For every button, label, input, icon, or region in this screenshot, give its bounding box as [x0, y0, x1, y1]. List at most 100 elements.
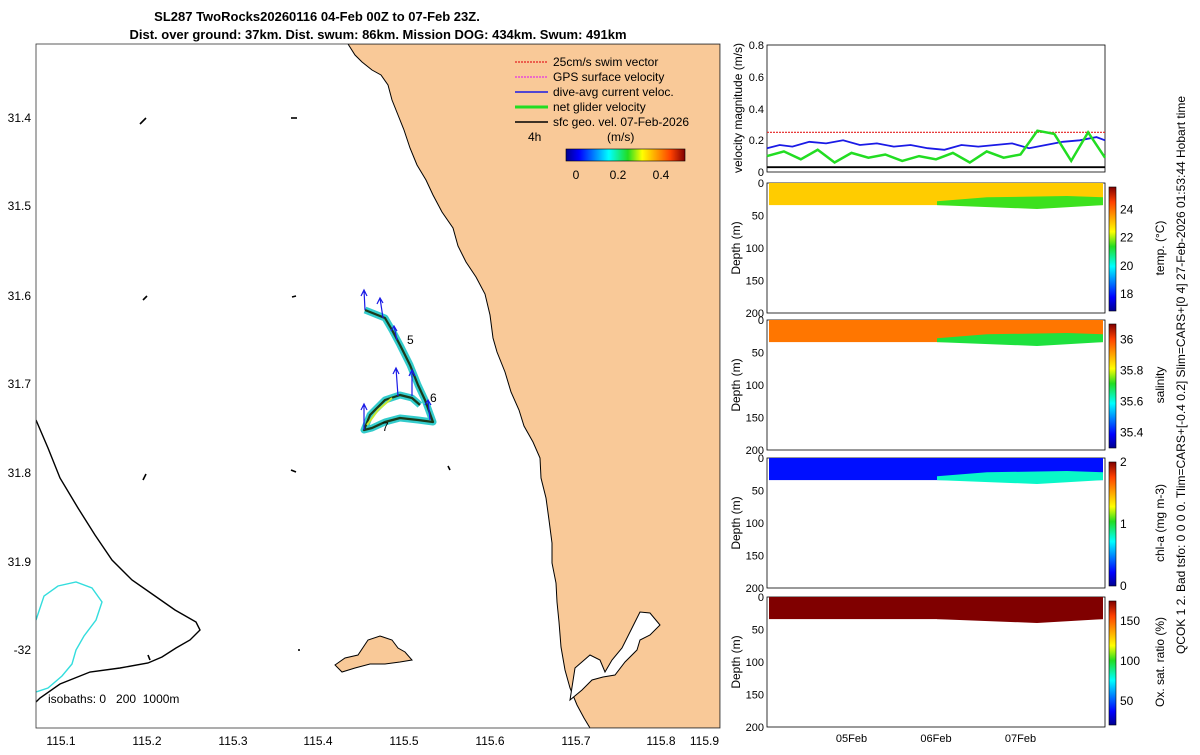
y-tick: 31.9: [8, 555, 32, 569]
x-tick: 115.9: [690, 734, 719, 748]
track-line: [362, 308, 435, 432]
depth-tick: 100: [746, 518, 764, 530]
geo-arrow: [447, 465, 451, 471]
colorbar-tick: 50: [1120, 694, 1134, 708]
sfc-geo-arrows: [139, 117, 451, 661]
vel-tick: 0.4: [749, 104, 764, 116]
x-tick: 115.5: [389, 734, 418, 748]
x-tick: 115.7: [561, 734, 590, 748]
title-line-2: Dist. over ground: 37km. Dist. swum: 86k…: [129, 27, 626, 42]
track-highlight: [366, 397, 393, 426]
section-panel-3: Depth (m) 0 50 100 150 200 50 100 150 Ox. sat. ra…: [729, 592, 1167, 734]
x-tick: 115.4: [303, 734, 332, 748]
title-line-1: SL287 TwoRocks20260116 04-Feb 00Z to 07-…: [154, 9, 480, 24]
map-panel: 5 6 7 25cm/s swim vector GPS surface vel…: [8, 43, 721, 748]
section-ylabel: Depth (m): [729, 496, 743, 549]
colorbar-tick: 20: [1120, 259, 1134, 273]
depth-tick: 0: [758, 315, 764, 327]
section-deep-layer: [937, 471, 1103, 484]
velocity-series-1: [766, 136, 1106, 151]
colorbar-tick: 2: [1120, 455, 1127, 469]
x-tick: 115.6: [475, 734, 504, 748]
y-tick: 31.7: [8, 377, 32, 391]
y-tick: 31.6: [8, 289, 32, 303]
day-label-6: 6: [430, 391, 437, 405]
isobath-contour: [36, 581, 103, 693]
section-colorbar: [1108, 600, 1117, 726]
map-frame: [35, 43, 721, 729]
colorbar-tick: 35.8: [1120, 364, 1144, 378]
legend-label-dive: dive-avg current veloc.: [553, 85, 674, 99]
depth-tick: 150: [746, 276, 764, 288]
depth-tick: 200: [746, 722, 764, 734]
y-tick: 31.5: [8, 199, 32, 213]
colorbar-tick: 1: [1120, 517, 1127, 531]
depth-tick: 150: [746, 413, 764, 425]
depth-tick: 200: [746, 583, 764, 595]
legend-label-gps: GPS surface velocity: [553, 70, 664, 84]
current-arrow: [424, 398, 432, 421]
day-label-7: 7: [382, 420, 389, 434]
section-ylabel: Depth (m): [729, 358, 743, 411]
depth-tick: 150: [746, 551, 764, 563]
legend-label-swim: 25cm/s swim vector: [553, 55, 658, 69]
current-arrow: [376, 296, 384, 319]
colorbar-tick: 36: [1120, 333, 1134, 347]
colorbar-tick: 18: [1120, 287, 1134, 301]
coast-west: [36, 419, 201, 703]
land-mainland: [347, 44, 720, 728]
current-arrow: [408, 368, 416, 396]
geo-arrow: [142, 295, 148, 301]
colorbar-tick: 24: [1120, 203, 1134, 217]
geo-arrow: [142, 473, 147, 481]
depth-tick: 0: [758, 592, 764, 604]
x-tick: 115.8: [646, 734, 675, 748]
colorbar-tick: 35.4: [1120, 426, 1144, 440]
depth-tick: 150: [746, 690, 764, 702]
depth-tick: 200: [746, 308, 764, 320]
colorbar-label: chl-a (mg m-3): [1153, 484, 1167, 562]
colorbar-tick-0: 0: [573, 168, 580, 182]
vel-tick: 0.2: [749, 135, 764, 147]
current-vectors: [360, 288, 432, 430]
date-tick: 05Feb: [836, 733, 867, 745]
velocity-series-2: [766, 129, 1107, 164]
map-legend: 25cm/s swim vector GPS surface velocity …: [515, 55, 689, 182]
land-estuary: [569, 611, 661, 702]
depth-tick: 50: [752, 486, 764, 498]
section-ylabel: Depth (m): [729, 221, 743, 274]
depth-tick: 50: [752, 211, 764, 223]
speed-colorbar: [565, 148, 686, 162]
current-arrow: [390, 324, 398, 341]
vel-tick: 0.8: [749, 40, 764, 52]
section-deep-layer: [937, 333, 1103, 346]
section-deep-layer: [937, 610, 1103, 623]
depth-tick: 0: [758, 453, 764, 465]
day-label-5: 5: [407, 333, 414, 347]
time-step-label: 4h: [528, 130, 541, 144]
section-deep-layer: [937, 196, 1103, 209]
colorbar-tick: 35.6: [1120, 395, 1144, 409]
velocity-ylabel: velocity magnitude (m/s): [731, 43, 745, 173]
y-tick: 31.4: [8, 111, 32, 125]
section-panel-2: Depth (m) 0 50 100 150 200 0 1 2 chl-a (mg m-3): [729, 453, 1167, 595]
depth-tick: 100: [746, 380, 764, 392]
side-note: QCOK 1 2. Bad tsfo: 0 0 0 0. Tlim=CARS+[…: [1174, 96, 1188, 654]
geo-arrow: [291, 295, 297, 298]
colorbar-label: salinity: [1153, 367, 1167, 404]
geo-arrow: [290, 469, 297, 473]
colorbar-tick: 22: [1120, 231, 1134, 245]
current-arrow: [392, 366, 400, 397]
depth-tick: 100: [746, 243, 764, 255]
depth-tick: 0: [758, 178, 764, 190]
section-colorbar: [1108, 461, 1117, 587]
velocity-panel: velocity magnitude (m/s) 0 0.2 0.4 0.6 0…: [731, 40, 1107, 179]
vel-tick: 0.6: [749, 72, 764, 84]
depth-tick: 200: [746, 445, 764, 457]
vel-tick: 0: [758, 167, 764, 179]
current-arrow: [360, 402, 368, 430]
geo-arrow: [147, 654, 151, 661]
colorbar-tick-02: 0.2: [610, 168, 627, 182]
date-tick: 06Feb: [920, 733, 951, 745]
colorbar-unit: (m/s): [607, 130, 634, 144]
